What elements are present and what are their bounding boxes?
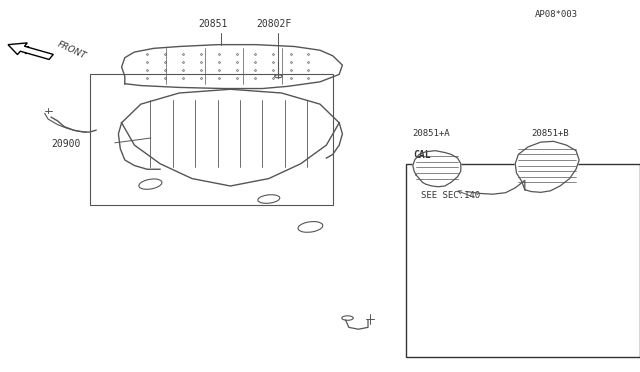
- Text: 20851: 20851: [198, 19, 228, 29]
- Polygon shape: [515, 141, 579, 192]
- Text: 20900: 20900: [51, 139, 81, 149]
- Text: AP08*003: AP08*003: [534, 10, 577, 19]
- Polygon shape: [413, 151, 461, 187]
- Text: 20851+A: 20851+A: [413, 129, 451, 138]
- Text: FRONT: FRONT: [56, 40, 87, 61]
- Text: 20851+B: 20851+B: [531, 129, 569, 138]
- Text: CAL: CAL: [413, 150, 431, 160]
- FancyArrow shape: [8, 43, 53, 60]
- Bar: [90, 74, 333, 205]
- Text: SEE SEC.140: SEE SEC.140: [421, 191, 480, 200]
- Bar: [406, 164, 640, 357]
- Text: 20802F: 20802F: [256, 19, 291, 29]
